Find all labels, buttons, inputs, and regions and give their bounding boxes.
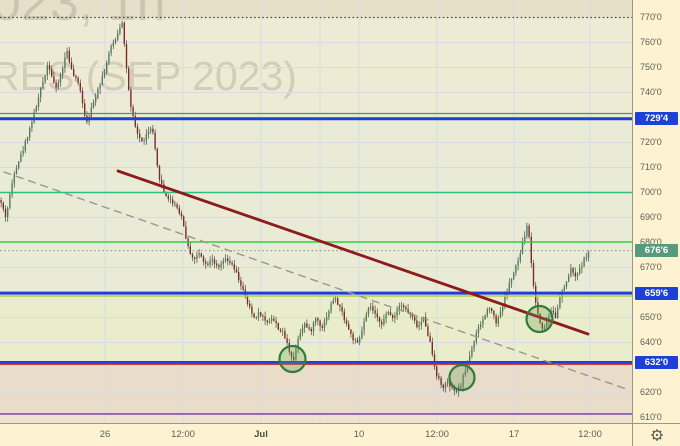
zone-below-611 [0, 414, 632, 423]
price-tick: 770'0 [640, 12, 662, 22]
price-tick: 620'0 [640, 387, 662, 397]
time-tick: 12:00 [171, 429, 195, 440]
low-circle-2[interactable] [448, 363, 476, 392]
price-tick: 720'0 [640, 137, 662, 147]
zone-632-to-611 [0, 362, 632, 414]
zone-above-770 [0, 0, 632, 18]
price-tick: 640'0 [640, 337, 662, 347]
price-tag-632-0: 632'0 [635, 356, 678, 369]
symbol-watermark-line2: RES (SEP 2023) [0, 53, 297, 99]
time-tick: Jul [254, 429, 268, 440]
price-axis[interactable]: 770'0 760'0 750'0 740'0 720'0 710'0 700'0 690'0… [632, 0, 680, 423]
price-tick: 760'0 [640, 37, 662, 47]
price-tag-659-6: 659'6 [635, 286, 678, 300]
price-tick: 690'0 [640, 212, 662, 222]
price-tick: 710'0 [640, 162, 662, 172]
price-tag-676-6: 676'6 [635, 244, 678, 258]
axis-settings-corner[interactable] [632, 423, 680, 446]
time-axis[interactable]: 26 12:00 Jul 10 12:00 17 12:00 [0, 423, 632, 446]
price-tick: 700'0 [640, 187, 662, 197]
symbol-watermark-line1: 023, 1h [0, 0, 166, 32]
price-tick: 750'0 [640, 62, 662, 72]
price-tick: 680'0 [640, 237, 662, 247]
trendline-gray-dashed-downtrend[interactable] [3, 171, 630, 391]
price-tick: 740'0 [640, 87, 662, 97]
time-tick: 17 [508, 429, 520, 440]
price-tag-729-4: 729'4 [635, 112, 678, 126]
price-tick: 670'0 [640, 262, 662, 272]
chart-plot[interactable]: 023, 1h RES (SEP 2023) [0, 0, 632, 423]
low-circle-3[interactable] [525, 304, 554, 334]
time-tick: 26 [99, 429, 111, 440]
low-circle-1[interactable] [278, 344, 307, 374]
price-tick: 650'0 [640, 312, 662, 322]
zone-729-to-659 [0, 118, 632, 294]
candlestick-chart: 023, 1h RES (SEP 2023) [0, 0, 632, 423]
gear-icon[interactable] [650, 428, 664, 442]
price-tick: 610'0 [640, 412, 662, 422]
time-tick: 10 [353, 429, 365, 440]
trendline-maroon-downtrend[interactable] [116, 169, 590, 336]
time-tick: 12:00 [425, 429, 449, 440]
time-tick: 12:00 [578, 429, 602, 440]
